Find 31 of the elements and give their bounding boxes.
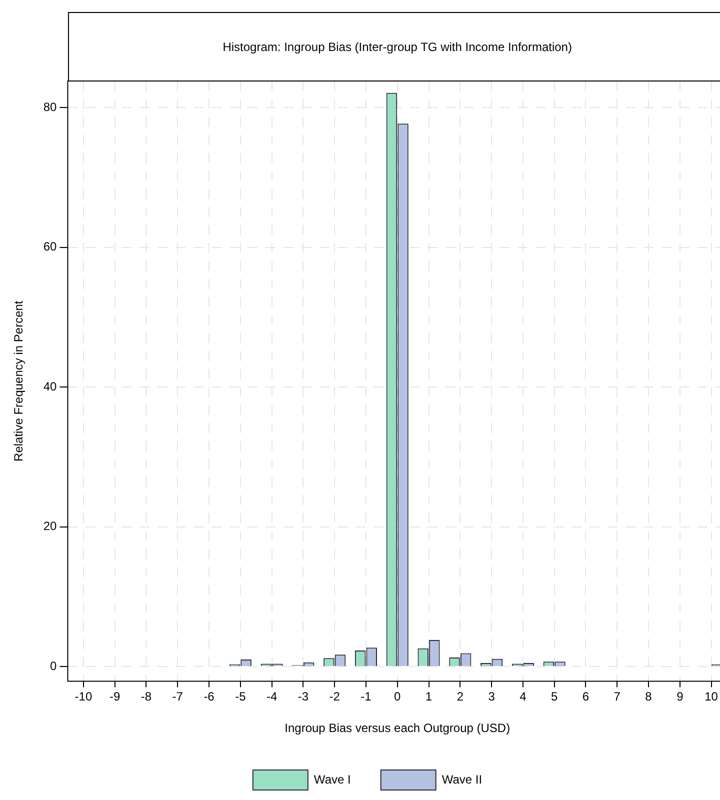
x-axis-title: Ingroup Bias versus each Outgroup (USD) bbox=[284, 721, 510, 736]
x-tick-label: 4 bbox=[520, 690, 527, 704]
x-tick-label: 0 bbox=[394, 690, 402, 704]
x-tick-label: -3 bbox=[298, 690, 309, 704]
x-tick-label: 6 bbox=[582, 690, 590, 704]
x-tick-label: 10 bbox=[704, 690, 718, 704]
y-tick-label: 60 bbox=[43, 240, 58, 254]
x-tick-label: -9 bbox=[110, 690, 120, 704]
legend-label: Wave II bbox=[442, 772, 482, 786]
x-tick-label: -4 bbox=[266, 690, 278, 704]
x-tick-label: 3 bbox=[488, 690, 496, 704]
legend-label: Wave I bbox=[314, 772, 351, 786]
y-tick-label: 20 bbox=[43, 519, 58, 534]
chart-title: Histogram: Ingroup Bias (Inter-group TG with Income Information) bbox=[68, 12, 720, 81]
x-tick-label: -7 bbox=[172, 690, 184, 704]
y-axis-title: Relative Frequency in Percent bbox=[12, 300, 26, 462]
x-tick-label: 2 bbox=[456, 690, 464, 704]
y-tick-label: 0 bbox=[50, 658, 58, 673]
x-tick-label: 7 bbox=[614, 690, 621, 704]
x-tick-label: 1 bbox=[425, 690, 432, 704]
x-tick-label: 9 bbox=[676, 690, 684, 704]
x-tick-label: -1 bbox=[360, 690, 372, 704]
x-tick-label: -5 bbox=[235, 690, 246, 704]
x-tick-label: -2 bbox=[329, 690, 340, 704]
x-tick-label: -8 bbox=[140, 690, 152, 704]
x-tick-label: 8 bbox=[645, 690, 652, 704]
y-tick-label: 40 bbox=[43, 379, 58, 394]
y-tick-label: 80 bbox=[43, 100, 58, 114]
x-tick-label: -10 bbox=[74, 690, 92, 704]
x-tick-label: 5 bbox=[550, 690, 558, 704]
x-tick-label: -6 bbox=[204, 690, 215, 704]
